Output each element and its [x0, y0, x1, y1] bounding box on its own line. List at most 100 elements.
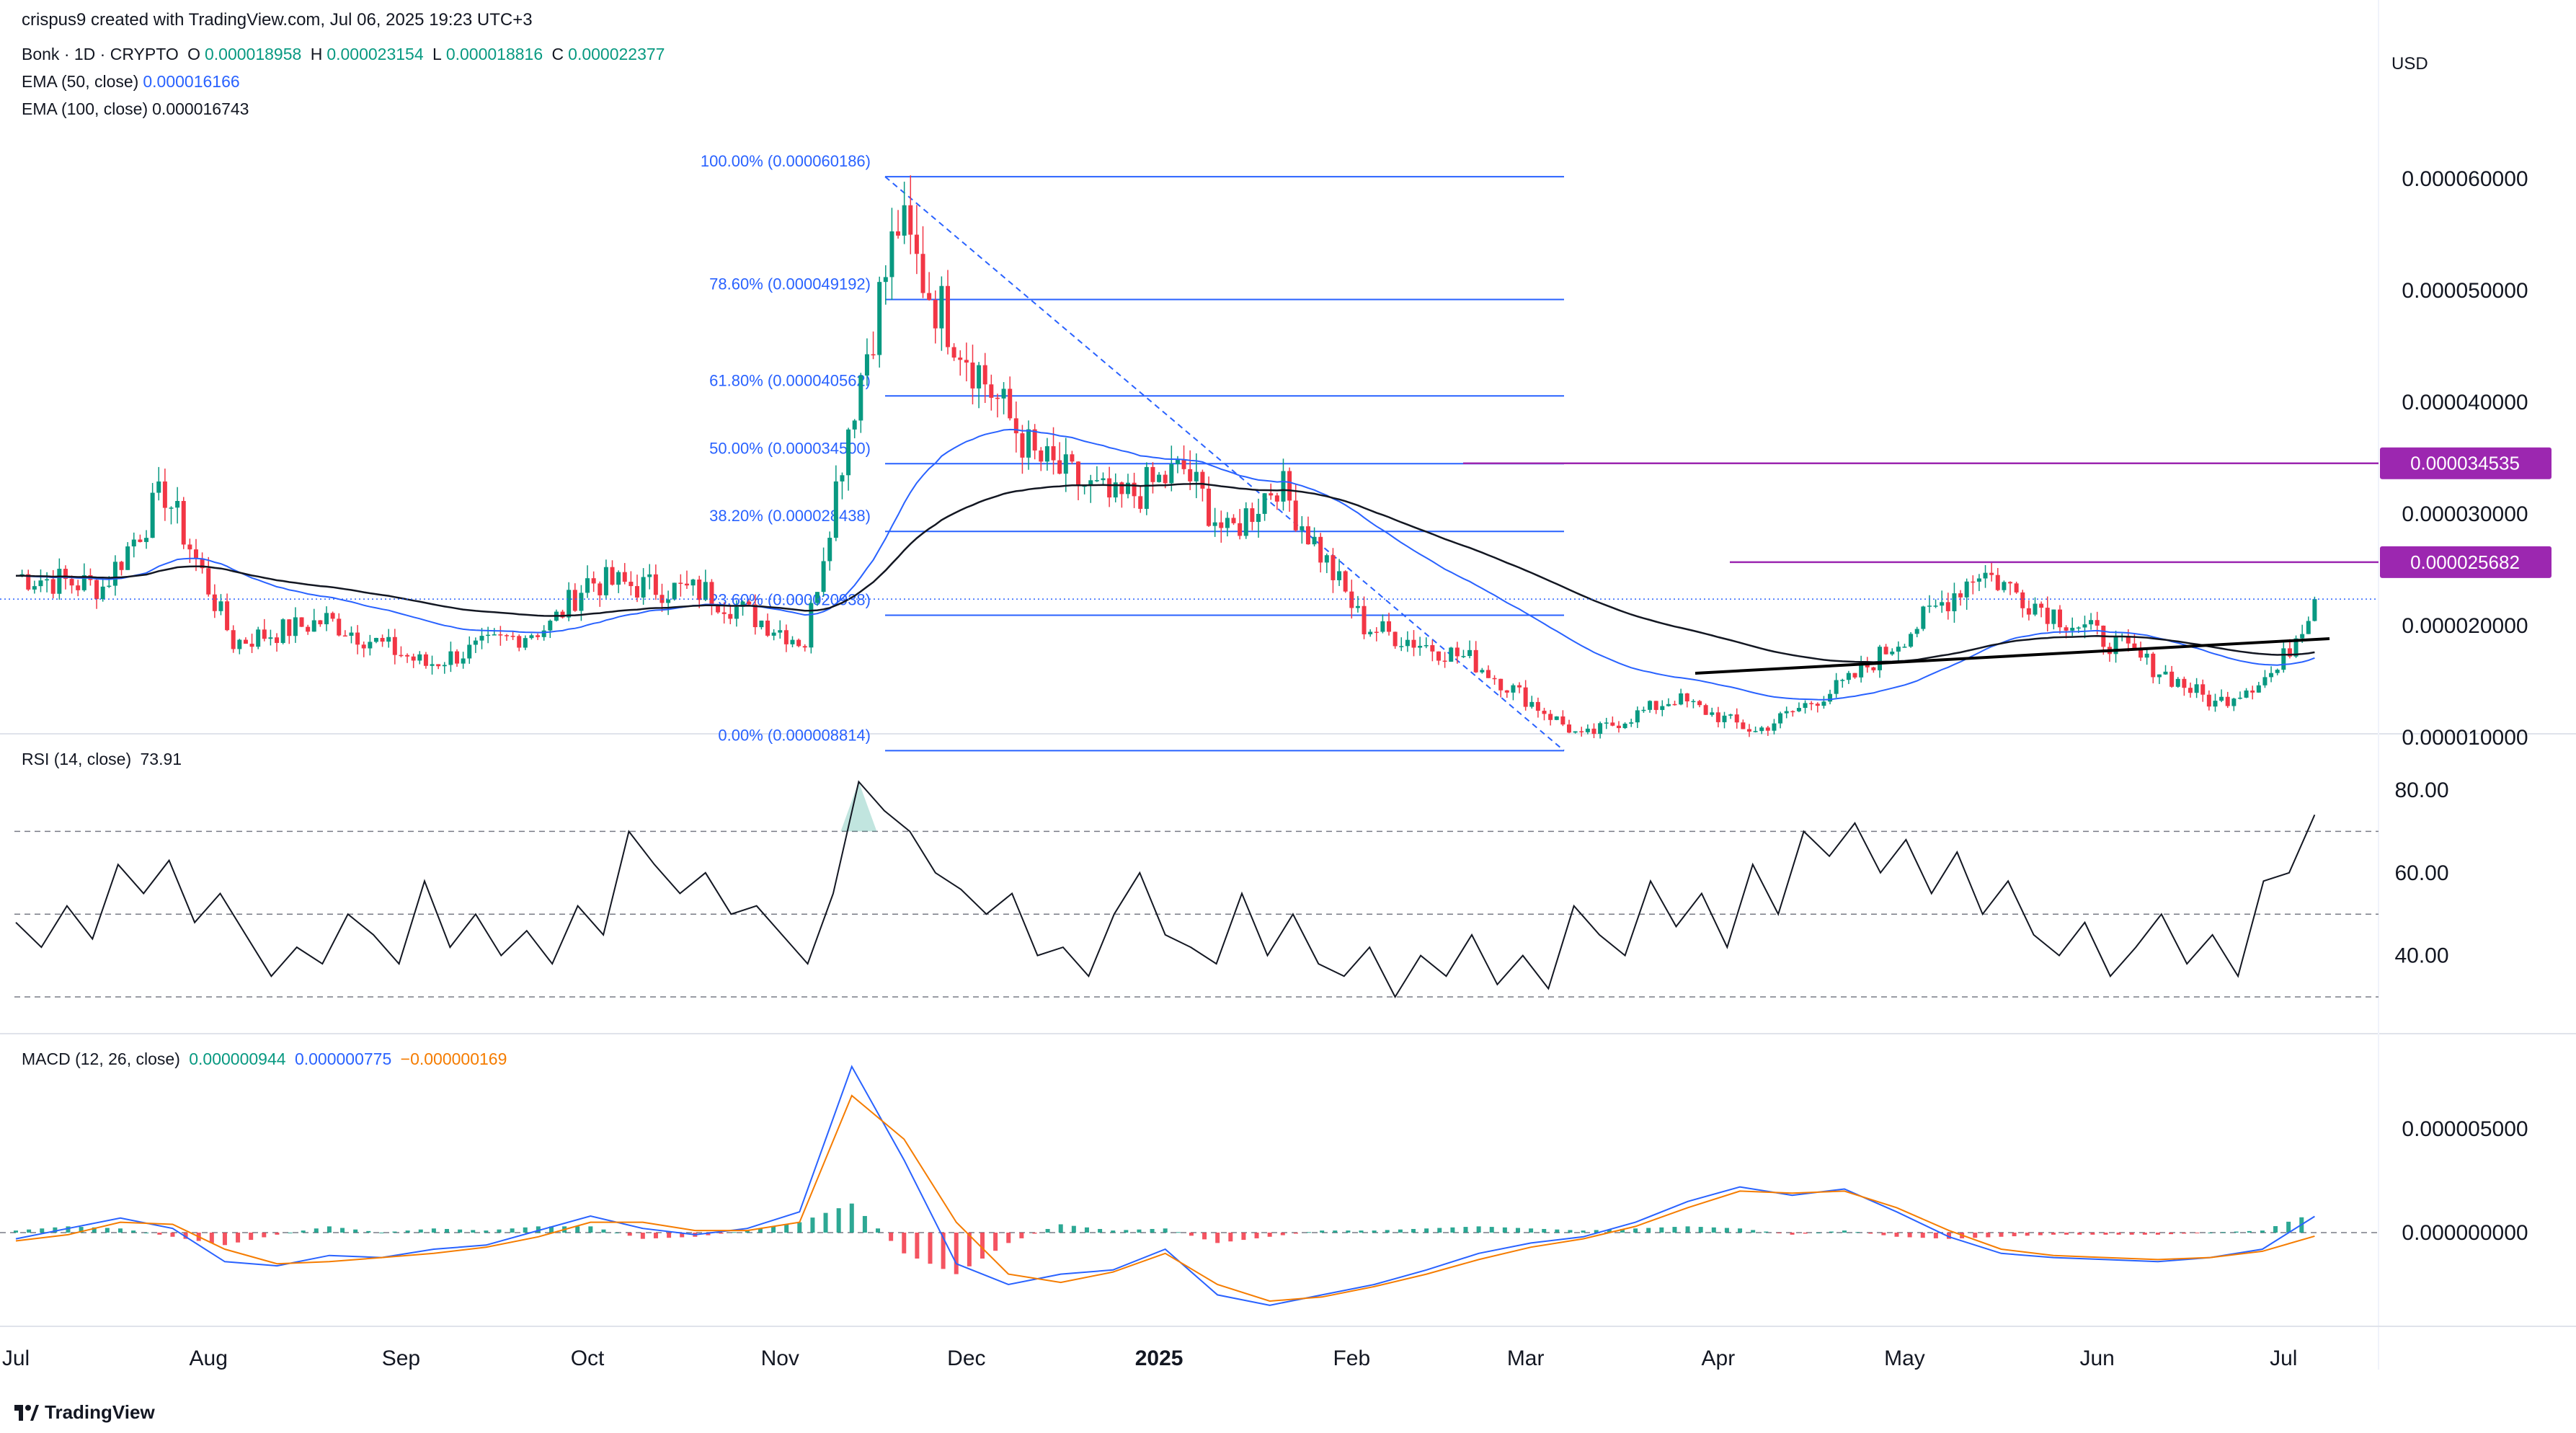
candle-body	[672, 582, 677, 600]
rsi-line	[15, 780, 2316, 999]
macd-histogram-bar	[680, 1233, 685, 1238]
candle-body	[1008, 389, 1013, 419]
candle-body	[138, 539, 143, 542]
candle-body	[1132, 482, 1137, 497]
candle-body	[63, 569, 68, 580]
candle-body	[1380, 621, 1385, 632]
macd-histogram-bar	[548, 1226, 554, 1233]
macd-histogram-bar	[784, 1224, 789, 1233]
candle-body	[2002, 582, 2007, 590]
macd-histogram-bar	[2012, 1233, 2017, 1237]
candle-body	[162, 481, 167, 508]
candle-body	[1337, 571, 1342, 580]
candle-body	[616, 572, 621, 585]
candle-body	[1157, 474, 1162, 482]
currency-label[interactable]: USD	[2391, 54, 2428, 74]
price-axis-tick: 0.000020000	[2402, 614, 2528, 638]
candle-body	[864, 354, 869, 376]
macd-histogram-bar	[1071, 1225, 1076, 1233]
candle-body	[1125, 482, 1130, 494]
candle-body	[951, 347, 956, 358]
time-axis-label: Dec	[947, 1347, 985, 1370]
candle-body	[939, 285, 944, 329]
macd-histogram-bar	[2064, 1233, 2069, 1235]
candle-body	[2287, 648, 2292, 657]
fibonacci-retracement[interactable]: 100.00% (0.000060186) 78.60% (0.000049192…	[701, 152, 1565, 752]
price-axis-tick: 0.000010000	[2402, 726, 2528, 750]
candle-body	[2312, 599, 2317, 621]
candle-body	[2070, 627, 2075, 631]
trendline[interactable]	[1695, 637, 2330, 675]
macd-histogram-bar	[1738, 1228, 1743, 1233]
rsi-legend[interactable]: RSI (14, close) 73.91	[22, 750, 186, 769]
macd-legend[interactable]: MACD (12, 26, close) 0.000000944 0.00000…	[22, 1050, 511, 1069]
candle-body	[1641, 709, 1646, 711]
macd-histogram-bar	[1489, 1227, 1494, 1233]
candle-body	[2089, 620, 2094, 625]
ema50-label: EMA (50, close)	[22, 72, 139, 91]
macd-histogram-bar	[1254, 1233, 1259, 1238]
candle-body	[1567, 724, 1571, 733]
macd-histogram-bar	[157, 1233, 162, 1235]
time-axis-label: Apr	[1702, 1347, 1736, 1370]
ema50-legend[interactable]: EMA (50, close) 0.000016166	[22, 72, 244, 92]
macd-histogram-bar	[1790, 1233, 1795, 1235]
candle-body	[1796, 708, 1801, 711]
macd-histogram-bar	[954, 1233, 959, 1274]
candle-body	[709, 582, 714, 605]
candle-body	[902, 205, 907, 236]
candle-body	[1461, 656, 1466, 657]
candle-body	[1101, 478, 1106, 481]
candle-body	[473, 640, 478, 645]
candle-body	[778, 630, 783, 633]
candle-body	[2231, 698, 2237, 706]
candle-body	[2293, 638, 2299, 657]
candle-body	[405, 655, 410, 657]
candle-body	[324, 613, 329, 625]
candle-body	[69, 579, 74, 586]
candle-body	[1734, 714, 1739, 723]
candle-body	[187, 544, 192, 550]
price-axis-tick: 0.000040000	[2402, 391, 2528, 414]
candle-body	[318, 620, 323, 625]
horizontal-levels[interactable]: 0.000034535 0.000025682	[0, 447, 2551, 600]
candle-body	[1250, 508, 1255, 523]
symbol-label[interactable]: Bonk · 1D · CRYPTO	[22, 45, 179, 63]
candle-body	[933, 300, 938, 329]
candle-body	[2151, 653, 2156, 678]
price-legend: Bonk · 1D · CRYPTO O 0.000018958 H 0.00002…	[22, 45, 669, 64]
candle-body	[1604, 722, 1609, 724]
candle-body	[442, 665, 447, 667]
candle-body	[2213, 701, 2218, 707]
macd-histogram-bar	[1320, 1230, 1325, 1233]
candle-body	[1778, 713, 1783, 724]
candle-body	[237, 639, 242, 649]
macd-histogram-bar	[1437, 1228, 1442, 1233]
candle-body	[1902, 647, 1907, 648]
candle-body	[982, 365, 987, 385]
time-axis[interactable]: Jul Aug Sep Oct Nov Dec 2025 Feb Mar Apr May Jun Jul	[2, 1347, 2298, 1370]
candle-body	[498, 634, 503, 636]
macd-histogram-bar	[1307, 1232, 1312, 1233]
candle-body	[1765, 727, 1770, 731]
candle-body	[448, 651, 453, 665]
tradingview-logo[interactable]: TradingView	[14, 1401, 155, 1424]
time-axis-label: Oct	[571, 1347, 605, 1370]
macd-histogram-bar	[2234, 1231, 2239, 1233]
macd-histogram-bar	[1058, 1224, 1063, 1233]
ema100-legend[interactable]: EMA (100, close) 0.000016743	[22, 99, 253, 119]
macd-histogram-bar	[1124, 1230, 1129, 1233]
candle-body	[2157, 674, 2162, 678]
candle-body	[889, 231, 894, 278]
macd-histogram-bar	[92, 1227, 97, 1233]
candle-body	[1169, 463, 1174, 484]
macd-histogram-bar	[2221, 1232, 2226, 1233]
price-axis[interactable]: 0.000060000 0.000050000 0.000040000 0.00003…	[2402, 167, 2528, 750]
macd-histogram-bar	[823, 1212, 828, 1233]
macd-histogram-bar	[471, 1230, 476, 1233]
candle-body	[877, 282, 882, 355]
candle-body	[1374, 631, 1379, 633]
candle-body	[1859, 663, 1864, 678]
candle-body	[1281, 471, 1286, 502]
